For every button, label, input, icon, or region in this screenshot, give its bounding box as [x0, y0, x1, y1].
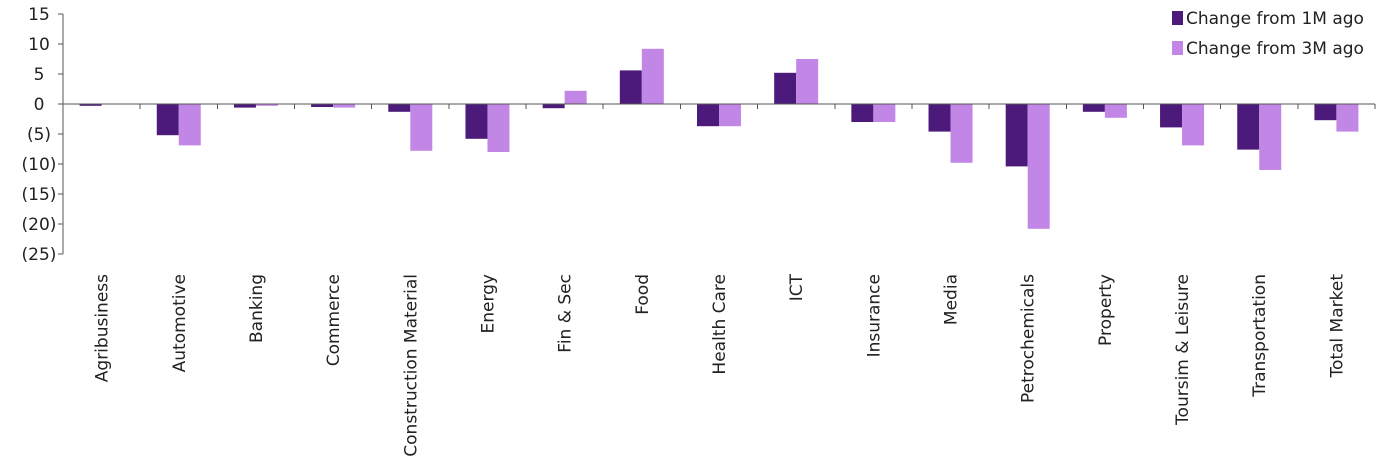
bar-1m-6: [542, 104, 565, 109]
legend-label-1m: Change from 1M ago: [1186, 9, 1364, 29]
bar-3m-1: [178, 104, 201, 146]
category-label: Transportation: [1250, 274, 1270, 398]
bar-3m-5: [487, 104, 510, 152]
bar-1m-13: [1082, 104, 1105, 112]
category-label: Agribusiness: [93, 274, 113, 382]
y-tick-label: 0: [34, 95, 45, 115]
bar-1m-5: [465, 104, 488, 139]
category-label: Commerce: [324, 274, 344, 366]
bar-3m-6: [564, 90, 587, 104]
bar-3m-7: [641, 48, 664, 104]
bar-1m-10: [851, 104, 874, 122]
category-label: Health Care: [710, 274, 730, 375]
bar-1m-3: [311, 104, 334, 107]
bar-1m-16: [1314, 104, 1337, 121]
bar-1m-12: [1005, 104, 1028, 167]
y-tick-label: (10): [22, 155, 57, 175]
category-label: Property: [1096, 274, 1116, 346]
y-tick-label: (20): [22, 215, 57, 235]
bar-3m-13: [1104, 104, 1127, 118]
bar-3m-4: [410, 104, 433, 151]
bar-3m-15: [1259, 104, 1282, 170]
bar-1m-8: [697, 104, 719, 127]
legend: Change from 1M ago Change from 3M ago: [1172, 9, 1364, 59]
category-label: Toursim & Leisure: [1173, 274, 1193, 426]
bar-1m-2: [233, 104, 256, 108]
bar-3m-14: [1182, 104, 1205, 146]
bar-1m-0: [79, 104, 102, 106]
y-tick-label: (25): [22, 245, 57, 265]
category-label: Automotive: [170, 274, 190, 372]
legend-swatch-3m: [1172, 41, 1183, 55]
category-label: Petrochemicals: [1019, 274, 1039, 403]
category-label: Fin & Sec: [556, 274, 576, 353]
bar-3m-2: [255, 104, 278, 106]
bar-1m-9: [774, 72, 797, 104]
bar-1m-14: [1160, 104, 1183, 128]
category-label: Energy: [478, 274, 498, 334]
category-label: Food: [633, 274, 653, 315]
bar-3m-8: [719, 104, 741, 127]
bar-3m-11: [950, 104, 973, 163]
x-axis: [62, 103, 1376, 109]
bar-1m-11: [928, 104, 951, 132]
bar-3m-3: [333, 104, 356, 108]
bar-1m-7: [619, 70, 642, 104]
category-label: Insurance: [864, 274, 884, 357]
legend-label-3m: Change from 3M ago: [1186, 39, 1364, 59]
bars: [79, 48, 1359, 229]
category-label: Construction Material: [401, 274, 421, 457]
y-tick-label: (5): [27, 125, 51, 145]
category-label: Media: [942, 274, 962, 325]
bar-3m-9: [796, 59, 819, 104]
y-tick-label: (15): [22, 185, 57, 205]
bar-3m-10: [873, 104, 896, 122]
y-tick-label: 10: [28, 35, 50, 55]
legend-swatch-1m: [1172, 11, 1183, 25]
y-axis: 15 10 5 0 (5) (10) (15) (20) (25): [22, 5, 64, 265]
y-tick-label: 5: [34, 65, 45, 85]
bar-1m-1: [156, 104, 179, 136]
bar-1m-4: [388, 104, 411, 112]
bar-1m-15: [1237, 104, 1260, 150]
category-label: ICT: [787, 273, 807, 301]
bar-3m-12: [1027, 104, 1050, 229]
category-label: Banking: [247, 274, 267, 343]
category-labels: Agribusiness Automotive Banking Commerce Con…: [93, 273, 1348, 456]
bar-3m-16: [1336, 104, 1359, 132]
y-tick-label: 15: [28, 5, 50, 25]
category-label: Total Market: [1327, 274, 1347, 379]
